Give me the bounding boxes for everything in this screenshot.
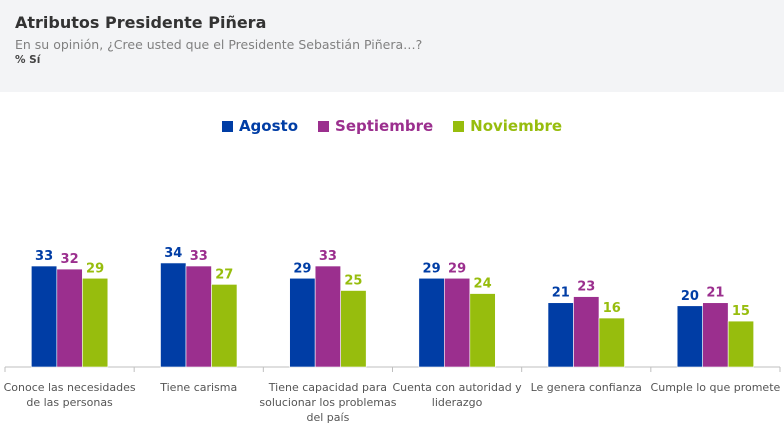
bar-agosto [289,277,316,368]
category-label: Le genera confianza [531,381,642,394]
bar-septiembre [314,265,341,368]
data-label: 29 [293,261,311,276]
bar-noviembre [340,290,367,368]
legend-swatch [221,120,233,132]
unit-label: % Sí [15,54,41,66]
data-label: 33 [319,249,337,264]
chart-subtitle: En su opinión, ¿Cree usted que el Presid… [15,37,423,52]
data-label: 20 [681,289,699,304]
bar-noviembre [727,320,754,368]
data-label: 23 [577,280,595,295]
category-label: Tiene capacidad para [268,381,387,394]
category-label: liderazgo [432,396,483,409]
bar-noviembre [469,293,496,368]
legend-swatch [318,120,330,132]
data-label: 27 [215,267,233,282]
legend-label: Septiembre [335,117,434,135]
bar-agosto [676,305,703,368]
data-label: 21 [706,286,724,301]
data-label: 29 [448,261,466,276]
category-label: Cumple lo que promete [651,381,781,394]
data-label: 24 [474,277,492,292]
legend-item-noviembre: Noviembre [453,117,562,135]
data-label: 16 [603,301,621,316]
category-label: solucionar los problemas [259,396,396,409]
category-label: Conoce las necesidades [4,381,136,394]
category-label: del país [307,411,350,424]
data-label: 15 [732,304,750,319]
legend: Agosto Septiembre Noviembre [0,117,784,135]
bar-septiembre [444,277,471,368]
legend-label: Agosto [238,117,299,135]
bar-noviembre [211,284,238,368]
data-label: 29 [423,261,441,276]
data-label: 32 [61,252,79,267]
legend-item-septiembre: Septiembre [318,117,433,135]
data-label: 33 [190,249,208,264]
bar-agosto [547,302,574,368]
header-band: Atributos Presidente Piñera En su opinió… [0,0,784,92]
bar-septiembre [573,296,600,368]
legend-item-agosto: Agosto [221,117,299,135]
legend-swatch [453,120,465,132]
category-label: Tiene carisma [159,381,237,394]
category-label: Cuenta con autoridad y [392,381,522,394]
legend-label: Noviembre [470,117,563,135]
bar-agosto [418,277,445,368]
bar-septiembre [702,302,729,368]
chart-title: Atributos Presidente Piñera [15,13,267,32]
data-label: 33 [35,249,53,264]
data-label: 25 [344,274,362,289]
bar-noviembre [598,317,625,368]
bar-noviembre [82,277,109,368]
data-label: 21 [552,286,570,301]
data-label: 34 [164,246,182,261]
bar-septiembre [56,268,83,368]
bar-agosto [31,265,58,368]
bar-septiembre [185,265,212,368]
category-label: de las personas [26,396,113,409]
data-label: 29 [86,261,104,276]
bar-agosto [160,262,187,368]
